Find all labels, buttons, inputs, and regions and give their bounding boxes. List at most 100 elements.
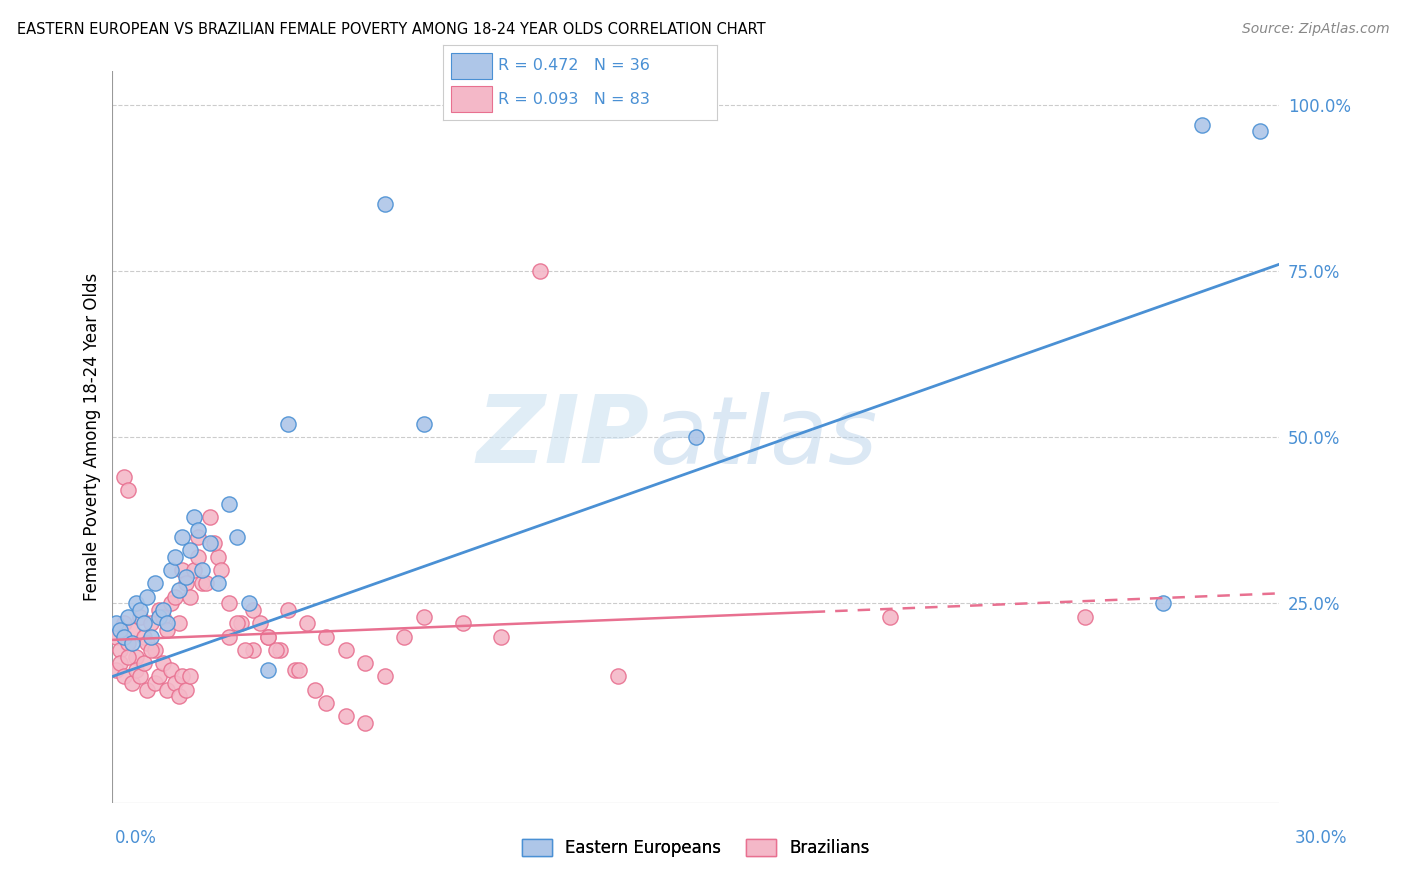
Point bbox=[257, 630, 280, 644]
Point bbox=[132, 616, 155, 631]
Point bbox=[187, 523, 209, 537]
Point bbox=[148, 603, 170, 617]
Point bbox=[1249, 124, 1271, 138]
Point bbox=[491, 630, 513, 644]
Point bbox=[136, 636, 159, 650]
Point bbox=[141, 616, 163, 631]
Point bbox=[143, 643, 166, 657]
Point bbox=[117, 609, 139, 624]
Point bbox=[229, 616, 252, 631]
Point bbox=[125, 663, 148, 677]
Point bbox=[148, 669, 170, 683]
Point bbox=[187, 530, 209, 544]
Point bbox=[121, 623, 143, 637]
Point bbox=[125, 596, 148, 610]
Point bbox=[207, 576, 229, 591]
Point bbox=[226, 616, 249, 631]
Point bbox=[202, 536, 225, 550]
Point bbox=[304, 682, 326, 697]
Point bbox=[167, 616, 190, 631]
Point bbox=[191, 563, 214, 577]
Point bbox=[152, 656, 174, 670]
Point bbox=[132, 630, 155, 644]
Point bbox=[112, 669, 135, 683]
Point bbox=[257, 663, 280, 677]
Point bbox=[128, 609, 150, 624]
Point bbox=[152, 603, 174, 617]
Point bbox=[276, 603, 298, 617]
Point bbox=[176, 570, 198, 584]
Point bbox=[112, 470, 135, 484]
Point bbox=[136, 682, 159, 697]
FancyBboxPatch shape bbox=[451, 87, 492, 112]
Point bbox=[264, 643, 287, 657]
Point bbox=[160, 663, 183, 677]
Point bbox=[198, 536, 221, 550]
Point bbox=[179, 543, 201, 558]
Point bbox=[105, 663, 128, 677]
Point bbox=[105, 630, 128, 644]
Point bbox=[1152, 596, 1174, 610]
Point bbox=[121, 636, 143, 650]
Point bbox=[152, 609, 174, 624]
Point bbox=[163, 676, 186, 690]
Point bbox=[276, 417, 298, 431]
Point bbox=[242, 643, 264, 657]
FancyBboxPatch shape bbox=[451, 53, 492, 78]
Point bbox=[136, 590, 159, 604]
Text: Source: ZipAtlas.com: Source: ZipAtlas.com bbox=[1241, 22, 1389, 37]
Point bbox=[110, 623, 132, 637]
Point bbox=[143, 676, 166, 690]
Point bbox=[179, 669, 201, 683]
Point bbox=[156, 623, 179, 637]
Point bbox=[191, 576, 214, 591]
Point bbox=[315, 630, 337, 644]
Point bbox=[233, 643, 256, 657]
Point bbox=[183, 563, 205, 577]
Point bbox=[112, 630, 135, 644]
Y-axis label: Female Poverty Among 18-24 Year Olds: Female Poverty Among 18-24 Year Olds bbox=[83, 273, 101, 601]
Point bbox=[198, 509, 221, 524]
Point bbox=[226, 530, 249, 544]
Point bbox=[218, 630, 240, 644]
Point bbox=[105, 616, 128, 631]
Point bbox=[128, 603, 150, 617]
Point bbox=[315, 696, 337, 710]
Point bbox=[374, 197, 396, 211]
Point bbox=[209, 563, 232, 577]
Text: R = 0.093   N = 83: R = 0.093 N = 83 bbox=[498, 92, 650, 107]
Point bbox=[117, 636, 139, 650]
Point bbox=[110, 643, 132, 657]
Point bbox=[125, 649, 148, 664]
Point bbox=[249, 616, 271, 631]
Point bbox=[194, 576, 217, 591]
Text: atlas: atlas bbox=[650, 392, 877, 483]
Point bbox=[269, 643, 291, 657]
Point bbox=[284, 663, 307, 677]
Point bbox=[257, 630, 280, 644]
Text: 30.0%: 30.0% bbox=[1295, 829, 1347, 847]
Point bbox=[335, 709, 357, 723]
Point bbox=[128, 669, 150, 683]
Point bbox=[207, 549, 229, 564]
Point bbox=[295, 616, 318, 631]
Point bbox=[176, 576, 198, 591]
Point bbox=[117, 483, 139, 498]
Point bbox=[183, 509, 205, 524]
Point bbox=[238, 596, 260, 610]
Point bbox=[167, 582, 190, 597]
Text: R = 0.472   N = 36: R = 0.472 N = 36 bbox=[498, 58, 650, 73]
Point bbox=[1191, 118, 1213, 132]
Point bbox=[354, 656, 377, 670]
Point bbox=[156, 616, 179, 631]
Point bbox=[242, 603, 264, 617]
Point bbox=[167, 690, 190, 704]
Point bbox=[112, 616, 135, 631]
Point bbox=[187, 549, 209, 564]
Point bbox=[141, 643, 163, 657]
Point bbox=[374, 669, 396, 683]
Text: EASTERN EUROPEAN VS BRAZILIAN FEMALE POVERTY AMONG 18-24 YEAR OLDS CORRELATION C: EASTERN EUROPEAN VS BRAZILIAN FEMALE POV… bbox=[17, 22, 765, 37]
Point bbox=[121, 676, 143, 690]
Point bbox=[132, 656, 155, 670]
Text: 0.0%: 0.0% bbox=[115, 829, 157, 847]
